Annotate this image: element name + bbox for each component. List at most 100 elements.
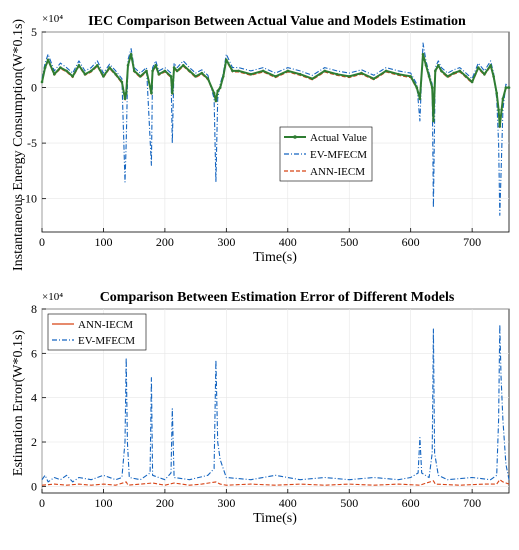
top-chart-title: IEC Comparison Between Actual Value and …: [88, 14, 466, 29]
data-point-actual-value: [71, 75, 74, 78]
x-tick-label: 300: [217, 496, 235, 510]
data-point-actual-value: [446, 75, 449, 78]
data-point-actual-value: [169, 75, 173, 78]
data-point-actual-value: [432, 119, 435, 123]
top-x-ticks: 0 100 200 300 400 500 600 700: [39, 228, 481, 249]
data-point-actual-value: [464, 75, 468, 78]
data-point-actual-value: [175, 69, 179, 73]
data-point-actual-value: [114, 72, 117, 76]
y-tick-label: 4: [31, 391, 37, 405]
data-point-actual-value: [427, 75, 431, 78]
bottom-y-ticks: 8 6 4 2 0: [31, 302, 46, 493]
data-point-actual-value: [216, 89, 219, 93]
data-point-actual-value: [440, 69, 443, 73]
data-point-actual-value: [222, 75, 225, 78]
data-point-actual-value: [96, 64, 99, 67]
data-point-actual-value: [172, 66, 176, 69]
x-tick-label: 400: [279, 496, 297, 510]
data-point-actual-value: [53, 72, 56, 76]
x-tick-label: 200: [156, 235, 174, 249]
data-point-actual-value: [274, 75, 277, 78]
data-point-actual-value: [298, 72, 302, 76]
data-point-actual-value: [418, 97, 422, 100]
data-point-actual-value: [498, 125, 502, 128]
data-point-actual-value: [214, 99, 218, 103]
series-line-ev-mfecm: [41, 323, 510, 483]
data-point-actual-value: [132, 69, 136, 73]
data-point-actual-value: [126, 64, 130, 67]
data-point-actual-value: [424, 64, 428, 67]
x-tick-label: 700: [463, 235, 481, 249]
data-point-actual-value: [188, 69, 191, 73]
data-point-actual-value: [483, 72, 486, 76]
data-point-actual-value: [347, 75, 351, 78]
data-point-actual-value: [500, 108, 503, 112]
top-y-exponent: ×10⁴: [42, 13, 63, 25]
data-point-actual-value: [323, 69, 327, 73]
data-point-actual-value: [145, 69, 148, 73]
data-point-actual-value: [421, 52, 425, 56]
x-tick-label: 0: [39, 235, 45, 249]
data-point-actual-value: [477, 66, 480, 69]
bottom-grid: [41, 308, 509, 493]
legend2-label-ev: EV-MFECM: [78, 335, 135, 347]
bottom-y-exponent: ×10⁴: [42, 291, 63, 303]
data-point-actual-value: [489, 64, 492, 67]
data-point-actual-value: [83, 72, 87, 76]
top-y-ticks: 5 0 -5 -10: [21, 25, 46, 206]
y-tick-label: -10: [21, 192, 37, 206]
y-tick-label: -5: [27, 136, 37, 150]
data-point-actual-value: [139, 75, 142, 78]
data-point-actual-value: [507, 86, 511, 89]
series-line-ann-iecm: [41, 479, 510, 486]
data-point-actual-value: [495, 91, 499, 95]
x-tick-label: 100: [94, 235, 112, 249]
legend-label-actual: Actual Value: [310, 132, 367, 144]
data-point-actual-value: [65, 69, 68, 73]
y-tick-label: 8: [31, 302, 37, 316]
data-point-actual-value: [182, 64, 185, 67]
top-legend: Actual Value EV-MFECM ANN-IECM: [279, 126, 373, 182]
x-tick-label: 500: [340, 235, 358, 249]
data-point-actual-value: [46, 58, 50, 62]
data-point-actual-value: [129, 52, 133, 56]
y-tick-label: 2: [31, 435, 37, 449]
data-point-actual-value: [59, 66, 62, 69]
y-tick-label: 6: [31, 346, 37, 360]
data-point-actual-value: [40, 80, 44, 84]
data-point-actual-value: [43, 66, 47, 69]
data-point-actual-value: [384, 69, 388, 73]
data-point-actual-value: [200, 71, 204, 75]
data-point-actual-value: [231, 69, 234, 73]
top-x-axis-label: Time(s): [253, 250, 297, 265]
data-point-actual-value: [102, 75, 105, 78]
data-point-actual-value: [497, 108, 500, 112]
data-point-actual-value: [120, 80, 124, 84]
data-point-actual-value: [157, 72, 161, 76]
data-point-actual-value: [77, 64, 81, 67]
data-point-actual-value: [286, 69, 290, 73]
bottom-y-axis-label: Estimation Error(W*0.1s): [11, 330, 26, 477]
data-point-actual-value: [501, 97, 505, 100]
data-point-actual-value: [261, 69, 265, 73]
data-point-actual-value: [470, 80, 474, 84]
legend-marker-actual: [293, 135, 297, 139]
data-point-actual-value: [171, 91, 174, 95]
data-point-actual-value: [154, 64, 157, 67]
x-tick-label: 400: [279, 235, 297, 249]
y-tick-label: 5: [31, 25, 37, 39]
x-tick-label: 200: [156, 496, 174, 510]
data-point-actual-value: [372, 77, 376, 80]
data-point-actual-value: [409, 75, 413, 78]
x-tick-label: 600: [402, 496, 420, 510]
y-tick-label: 0: [31, 81, 37, 95]
x-tick-label: 0: [39, 496, 45, 510]
data-point-actual-value: [430, 86, 434, 89]
data-point-actual-value: [335, 72, 339, 76]
x-tick-label: 100: [94, 496, 112, 510]
data-point-actual-value: [218, 86, 222, 89]
x-tick-label: 300: [217, 235, 235, 249]
data-point-actual-value: [163, 69, 167, 73]
data-point-actual-value: [150, 91, 153, 95]
